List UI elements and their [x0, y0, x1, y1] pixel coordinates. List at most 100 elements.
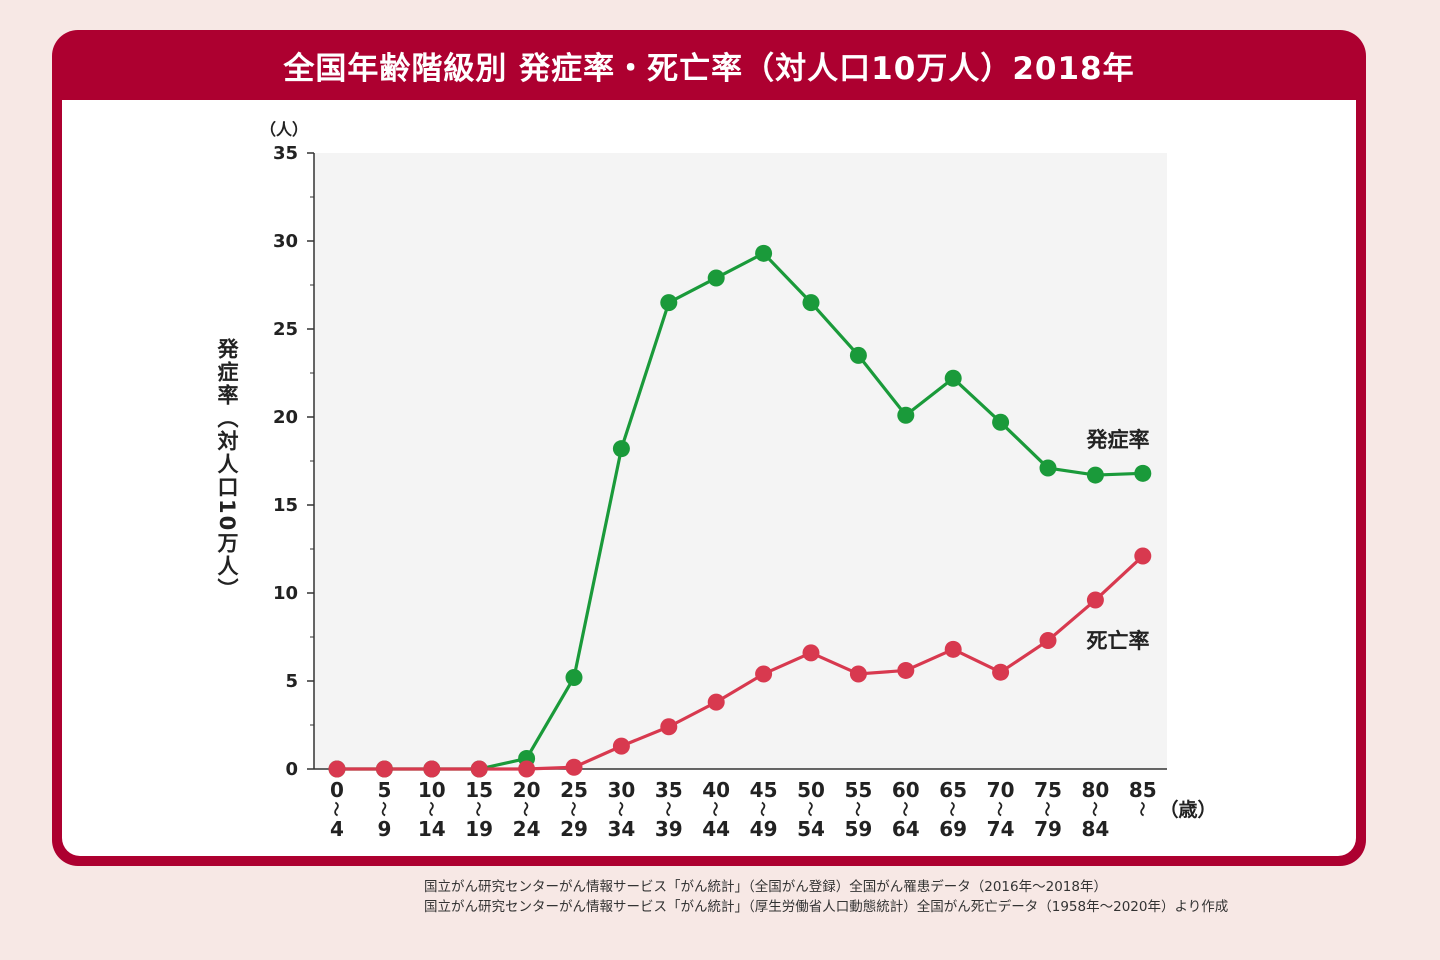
series-point-0 [1134, 464, 1152, 482]
series-point-1 [755, 665, 773, 683]
series-point-0 [944, 369, 962, 387]
x-tick-range-mark: 〜 [469, 801, 487, 816]
x-tick-label-end: 49 [750, 817, 778, 841]
series-point-1 [612, 737, 630, 755]
x-tick-label-start: 10 [418, 778, 446, 802]
plot-area [314, 153, 1167, 769]
x-tick-label-end: 64 [892, 817, 920, 841]
series-point-1 [897, 661, 915, 679]
x-tick-label-end: 19 [465, 817, 493, 841]
x-tick-label-end: 14 [418, 817, 446, 841]
x-tick-range-mark: 〜 [564, 801, 582, 816]
x-tick-label-end: 4 [330, 817, 344, 841]
y-tick-label: 0 [285, 759, 298, 780]
x-tick-label-start: 50 [797, 778, 825, 802]
x-tick-label-start: 30 [607, 778, 635, 802]
x-tick-range-mark: 〜 [1085, 801, 1103, 816]
y-tick-label: 15 [273, 495, 298, 516]
y-tick-label: 30 [273, 231, 298, 252]
x-tick-range-mark: 〜 [1133, 801, 1151, 816]
x-tick-range-mark: 〜 [943, 801, 961, 816]
series-point-0 [802, 294, 820, 312]
x-tick-range-mark: 〜 [517, 801, 535, 816]
x-tick-label-start: 75 [1034, 778, 1062, 802]
x-tick-label-start: 0 [330, 778, 344, 802]
x-tick-label-end: 29 [560, 817, 588, 841]
x-tick-label-end: 69 [939, 817, 967, 841]
x-tick-label-end: 9 [377, 817, 391, 841]
series-point-0 [992, 413, 1010, 431]
series-point-1 [565, 758, 583, 776]
series-point-1 [707, 693, 725, 711]
x-tick-range-mark: 〜 [327, 801, 345, 816]
x-tick-range-mark: 〜 [659, 801, 677, 816]
x-tick-range-mark: 〜 [1038, 801, 1056, 816]
x-tick-label-start: 35 [655, 778, 683, 802]
y-axis-label: 発症率（対人口10万人） [215, 338, 239, 602]
series-point-0 [897, 406, 915, 424]
source-line-2: 国立がん研究センターがん情報サービス「がん統計」（厚生労働省人口動態統計）全国が… [424, 899, 1229, 915]
x-tick-label-end: 59 [844, 817, 872, 841]
x-tick-label-end: 44 [702, 817, 730, 841]
x-tick-label-start: 55 [844, 778, 872, 802]
source-line-1: 国立がん研究センターがん情報サービス「がん統計」（全国がん登録）全国がん罹患デー… [424, 879, 1107, 895]
x-tick-label-end: 79 [1034, 817, 1062, 841]
series-point-0 [1039, 459, 1057, 477]
x-tick-label-start: 85 [1129, 778, 1157, 802]
source-note: 国立がん研究センターがん情報サービス「がん統計」（全国がん登録）全国がん罹患デー… [424, 877, 1228, 917]
y-tick-label: 35 [273, 143, 298, 164]
y-tick-label: 25 [273, 319, 298, 340]
x-tick-range-mark: 〜 [801, 801, 819, 816]
y-tick-label: 10 [273, 583, 298, 604]
series-point-0 [612, 440, 630, 458]
y-unit-label: （人） [260, 120, 308, 139]
series-point-0 [707, 269, 725, 287]
x-tick-label-start: 60 [892, 778, 920, 802]
series-point-1 [423, 760, 441, 778]
y-tick-label: 5 [285, 671, 298, 692]
x-tick-label-start: 5 [377, 778, 391, 802]
series-point-1 [944, 640, 962, 658]
x-tick-label-end: 24 [513, 817, 541, 841]
x-tick-range-mark: 〜 [896, 801, 914, 816]
x-tick-range-mark: 〜 [422, 801, 440, 816]
x-tick-range-mark: 〜 [706, 801, 724, 816]
y-tick-label: 20 [273, 407, 298, 428]
series-point-1 [470, 760, 488, 778]
series-point-1 [802, 644, 820, 662]
series-label-incidence: 発症率 [1086, 428, 1150, 452]
x-tick-label-end: 84 [1081, 817, 1109, 841]
x-tick-label-end: 34 [607, 817, 635, 841]
series-label-mortality: 死亡率 [1087, 629, 1150, 653]
x-tick-label-start: 40 [702, 778, 730, 802]
x-tick-label-start: 20 [513, 778, 541, 802]
x-tick-range-mark: 〜 [374, 801, 392, 816]
chart-title: 全国年齢階級別 発症率・死亡率（対人口10万人）2018年 [283, 50, 1135, 87]
x-unit-label: （歳） [1159, 798, 1216, 821]
series-point-0 [1086, 466, 1104, 484]
x-tick-range-mark: 〜 [754, 801, 772, 816]
series-point-0 [755, 244, 773, 262]
x-tick-label-start: 70 [987, 778, 1015, 802]
series-point-1 [992, 663, 1010, 681]
series-point-1 [328, 760, 346, 778]
axes: 051015202530350〜45〜910〜1415〜1920〜2425〜29… [273, 143, 1167, 841]
series-point-1 [1134, 547, 1152, 565]
series-point-0 [660, 294, 678, 312]
series-point-1 [849, 665, 867, 683]
x-tick-range-mark: 〜 [611, 801, 629, 816]
x-tick-label-end: 74 [987, 817, 1015, 841]
x-tick-label-end: 54 [797, 817, 825, 841]
x-tick-label-start: 15 [465, 778, 493, 802]
series-point-1 [518, 760, 536, 778]
series-points [328, 244, 1152, 778]
series-point-1 [660, 718, 678, 736]
x-tick-label-start: 25 [560, 778, 588, 802]
x-tick-range-mark: 〜 [991, 801, 1009, 816]
x-tick-label-start: 80 [1081, 778, 1109, 802]
series-point-0 [849, 346, 867, 364]
series-point-1 [1086, 591, 1104, 609]
series-point-1 [375, 760, 393, 778]
series-point-0 [565, 668, 583, 686]
